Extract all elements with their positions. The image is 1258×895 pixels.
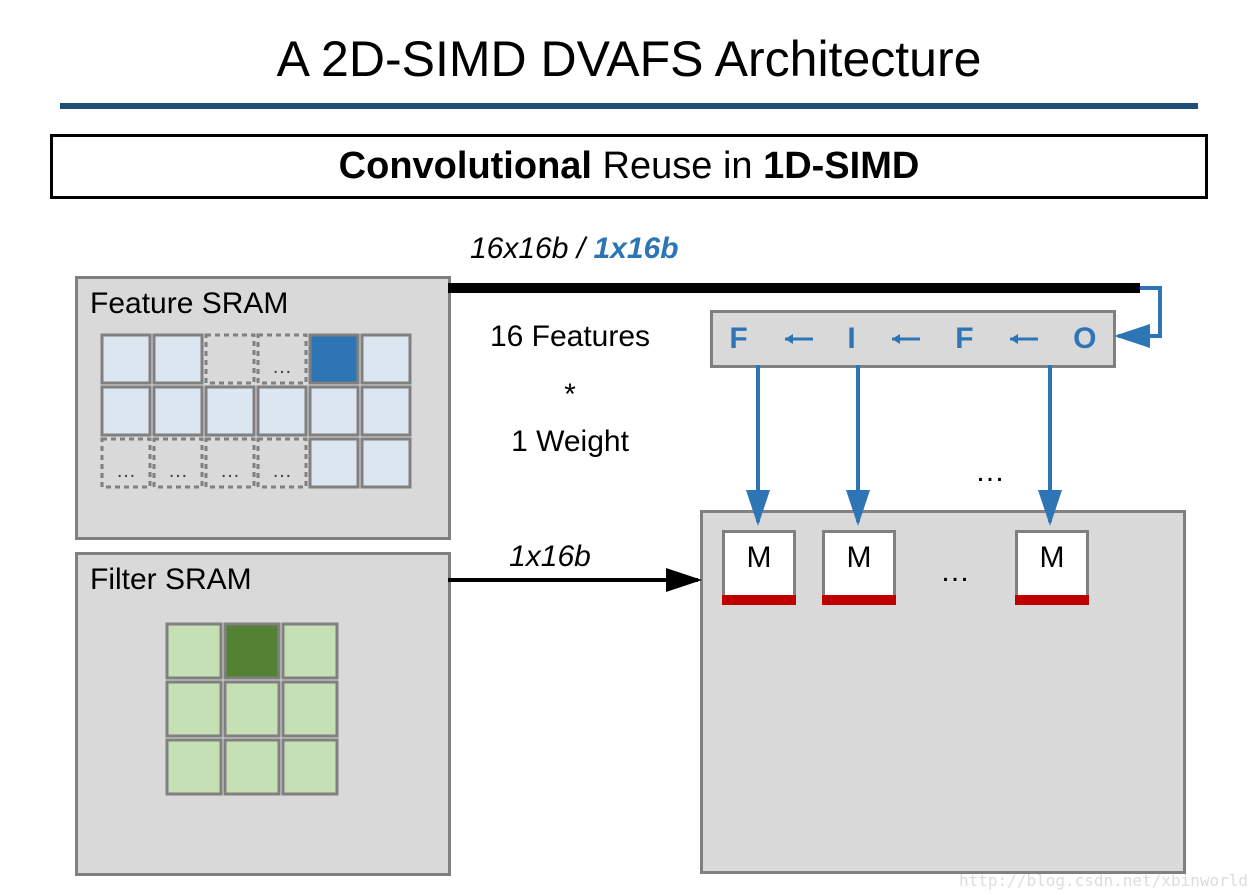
subtitle-bold1: Convolutional [339, 145, 592, 187]
title-rule [60, 103, 1198, 109]
bus-label-part2: 1x16b [593, 232, 678, 265]
filter-sram-grid [163, 620, 363, 820]
mac-accumulator-bar [822, 595, 896, 605]
svg-text:…: … [168, 460, 188, 482]
fifo-shift-arrow [888, 322, 922, 356]
mac-accumulator-bar [722, 595, 796, 605]
fifo-cell: I [847, 322, 855, 356]
arrow-ellipsis: … [975, 455, 1005, 489]
bus-label-sep: / [568, 232, 593, 265]
mac-accumulator-bar [1015, 595, 1089, 605]
mac-unit: M [722, 530, 796, 598]
watermark: http://blog.csdn.net/xbinworld [959, 871, 1248, 890]
fifo-cell: O [1073, 322, 1096, 356]
fifo-cell: F [955, 322, 973, 356]
feature-sram-label: Feature SRAM [78, 279, 448, 329]
multiply-symbol: * [460, 378, 680, 412]
svg-text:…: … [272, 460, 292, 482]
mac-unit: M [822, 530, 896, 598]
filter-sram-block: Filter SRAM [75, 552, 451, 876]
mac-ellipsis: … [940, 555, 970, 589]
filter-bus-label: 1x16b [440, 540, 660, 574]
fifo-shift-arrow [1006, 322, 1040, 356]
subtitle-box: Convolutional Reuse in 1D-SIMD [50, 134, 1208, 199]
svg-text:…: … [116, 460, 136, 482]
fifo-cell: F [729, 322, 747, 356]
subtitle-bold2: 1D-SIMD [763, 145, 919, 187]
svg-text:…: … [272, 356, 292, 378]
subtitle-plain: Reuse in [592, 145, 763, 187]
filter-sram-label: Filter SRAM [78, 555, 448, 605]
features-count-label: 16 Features [460, 320, 680, 354]
fifo-register: FIFO [710, 310, 1116, 368]
mac-unit: M [1015, 530, 1089, 598]
feature-sram-block: Feature SRAM … … … … … [75, 276, 451, 540]
bus-width-label: 16x16b / 1x16b [470, 232, 679, 266]
page-title: A 2D-SIMD DVAFS Architecture [0, 0, 1258, 88]
weight-count-label: 1 Weight [460, 425, 680, 459]
feature-sram-grid: … … … … … [98, 331, 428, 511]
fifo-shift-arrow [781, 322, 815, 356]
bus-label-part1: 16x16b [470, 232, 568, 265]
svg-text:…: … [220, 460, 240, 482]
feature-to-fifo-arrow [1118, 288, 1160, 336]
